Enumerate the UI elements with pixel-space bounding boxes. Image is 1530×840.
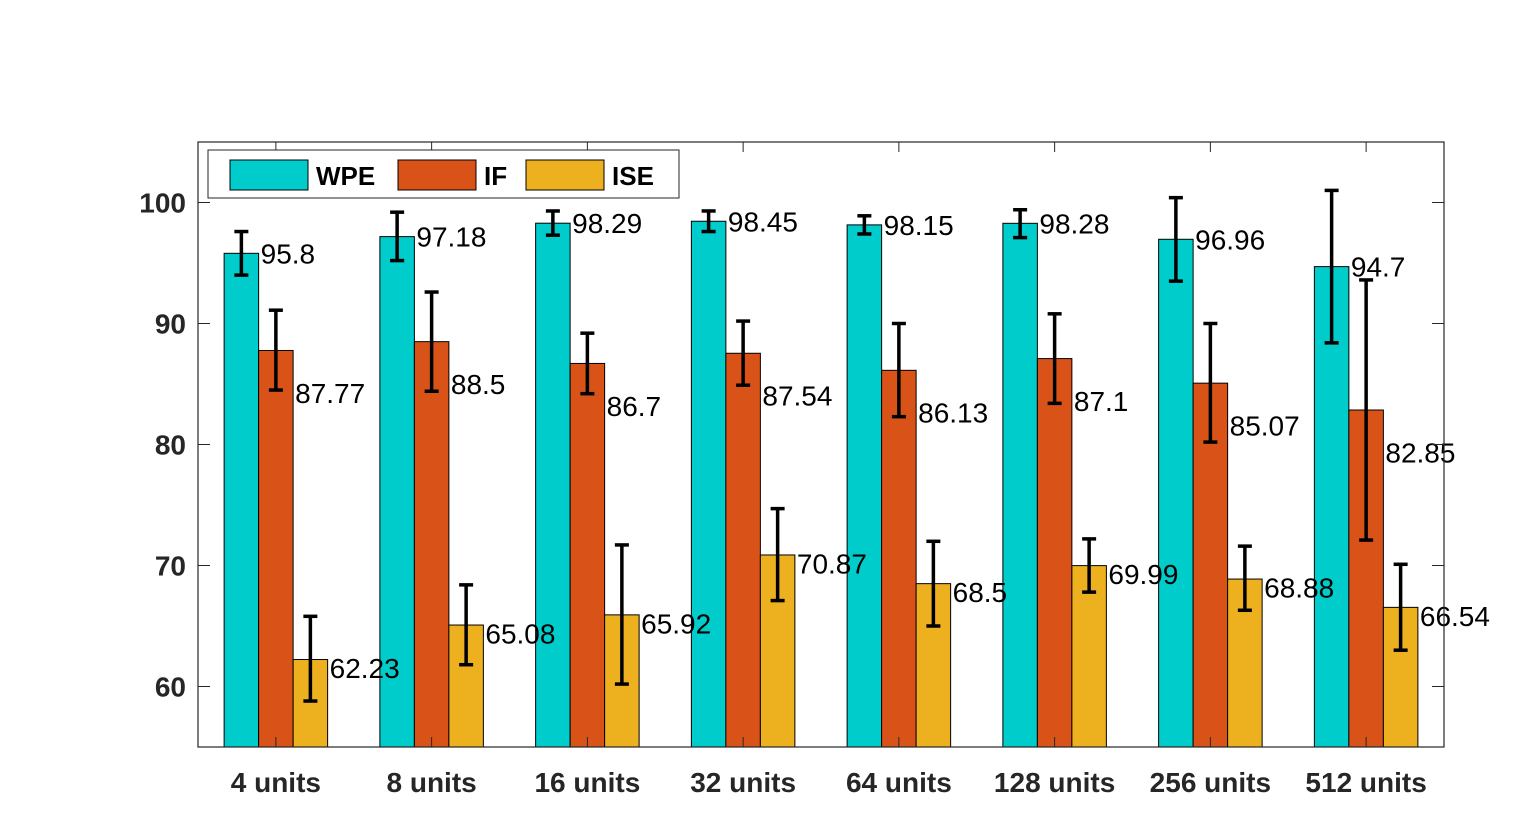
bar-if-4 bbox=[725, 352, 761, 748]
data-label-if-4: 87.54 bbox=[762, 381, 832, 412]
legend-swatch-wpe bbox=[229, 159, 309, 191]
x-tick-label-1: 4 units bbox=[231, 767, 321, 798]
data-label-if-2: 88.5 bbox=[451, 369, 506, 400]
y-tick-label-80: 80 bbox=[155, 430, 186, 461]
data-label-wpe-2: 97.18 bbox=[416, 222, 486, 253]
data-label-if-6: 87.1 bbox=[1074, 386, 1129, 417]
data-label-wpe-5: 98.15 bbox=[884, 210, 954, 241]
data-label-ise-1: 62.23 bbox=[330, 653, 400, 684]
data-label-ise-5: 68.5 bbox=[953, 577, 1008, 608]
y-tick-label-60: 60 bbox=[155, 672, 186, 703]
bar-wpe-5 bbox=[846, 224, 883, 748]
data-label-ise-6: 69.99 bbox=[1108, 559, 1178, 590]
bar-wpe-7 bbox=[1158, 238, 1194, 748]
bar-if-3 bbox=[569, 362, 606, 748]
x-tick-label-4: 32 units bbox=[690, 767, 796, 798]
data-label-wpe-6: 98.28 bbox=[1039, 208, 1109, 239]
data-label-ise-4: 70.87 bbox=[797, 548, 867, 579]
x-tick-label-5: 64 units bbox=[846, 767, 952, 798]
bar-wpe-2 bbox=[379, 236, 415, 748]
data-label-if-7: 85.07 bbox=[1230, 411, 1300, 442]
legend-label-ise: ISE bbox=[612, 161, 654, 191]
legend-swatch-ise bbox=[525, 159, 605, 191]
y-tick-label-90: 90 bbox=[155, 309, 186, 340]
error-bars-layer bbox=[234, 188, 1408, 703]
data-label-ise-2: 65.08 bbox=[485, 619, 555, 650]
bar-if-6 bbox=[1036, 358, 1073, 748]
bar-if-2 bbox=[413, 341, 450, 748]
data-labels-layer: 95.8 87.77 62.23 97.18 88.5 65.08 98.29 86.7 65.… bbox=[261, 206, 1490, 684]
data-label-wpe-4: 98.45 bbox=[728, 206, 798, 237]
x-tick-label-8: 512 units bbox=[1305, 767, 1426, 798]
legend-label-wpe: WPE bbox=[316, 161, 375, 191]
bar-if-1 bbox=[258, 349, 294, 748]
y-tick-label-100: 100 bbox=[139, 188, 186, 219]
bar-wpe-1 bbox=[223, 252, 260, 748]
y-tick-label-70: 70 bbox=[155, 551, 186, 582]
bar-if-5 bbox=[881, 369, 917, 748]
x-tick-label-2: 8 units bbox=[387, 767, 477, 798]
data-label-if-5: 86.13 bbox=[918, 398, 988, 429]
data-label-ise-3: 65.92 bbox=[641, 608, 711, 639]
data-label-wpe-1: 95.8 bbox=[261, 238, 316, 269]
data-label-if-8: 82.85 bbox=[1385, 437, 1455, 468]
bar-wpe-8 bbox=[1313, 266, 1350, 748]
bar-wpe-4 bbox=[690, 220, 727, 748]
x-tick-label-7: 256 units bbox=[1150, 767, 1271, 798]
data-label-wpe-7: 96.96 bbox=[1195, 224, 1265, 255]
data-label-if-3: 86.7 bbox=[607, 391, 662, 422]
data-label-ise-7: 68.88 bbox=[1264, 573, 1334, 604]
bars-layer bbox=[223, 220, 1419, 748]
bar-wpe-6 bbox=[1002, 222, 1038, 748]
x-tick-label-3: 16 units bbox=[534, 767, 640, 798]
bar-wpe-3 bbox=[535, 222, 571, 748]
data-label-wpe-3: 98.29 bbox=[572, 208, 642, 239]
data-label-ise-8: 66.54 bbox=[1420, 601, 1490, 632]
legend-label-if: IF bbox=[484, 161, 507, 191]
legend: WPE IF ISE bbox=[207, 149, 680, 199]
data-label-wpe-8: 94.7 bbox=[1351, 252, 1406, 283]
legend-swatch-if bbox=[397, 159, 477, 191]
axes-layer: 4 units 8 units 16 units 32 units 64 units 12… bbox=[139, 141, 1445, 798]
x-tick-label-6: 128 units bbox=[994, 767, 1115, 798]
data-label-if-1: 87.77 bbox=[295, 378, 365, 409]
